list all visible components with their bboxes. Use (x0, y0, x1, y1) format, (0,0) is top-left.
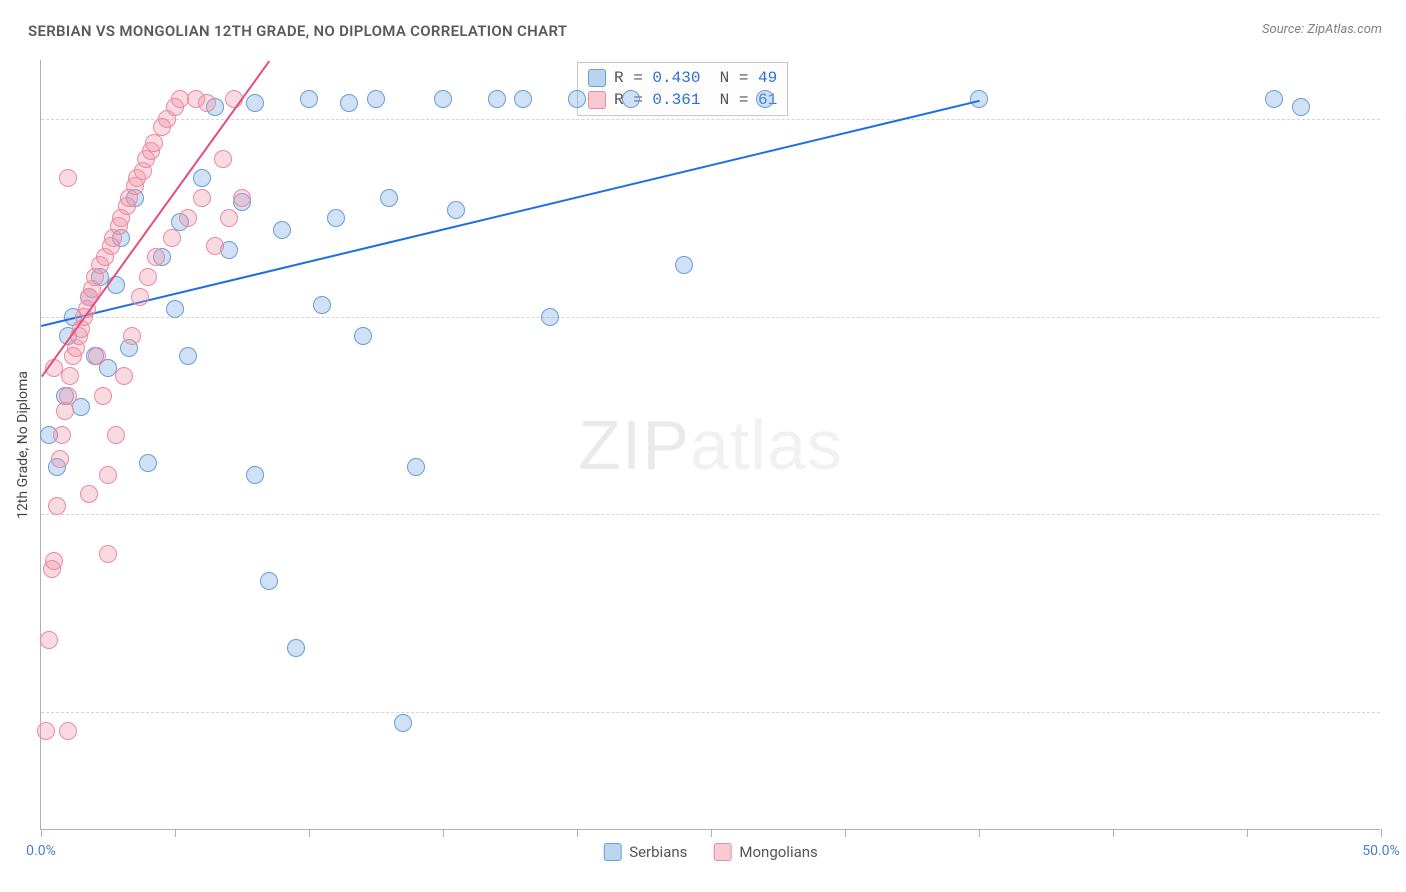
scatter-point (45, 552, 63, 570)
scatter-point (145, 134, 163, 152)
scatter-point (59, 387, 77, 405)
scatter-point (166, 300, 184, 318)
scatter-point (313, 296, 331, 314)
x-tick (41, 829, 42, 837)
scatter-point (179, 347, 197, 365)
scatter-point (88, 347, 106, 365)
scatter-point (53, 426, 71, 444)
x-tick (577, 829, 578, 837)
scatter-point (59, 169, 77, 187)
legend-item-mongolians: Mongolians (713, 843, 817, 861)
swatch-blue-icon (588, 69, 606, 87)
scatter-point (51, 450, 69, 468)
scatter-plot-area: 12th Grade, No Diploma ZIPatlas R = 0.43… (40, 60, 1380, 830)
scatter-point (107, 426, 125, 444)
scatter-point (139, 268, 157, 286)
gridline (41, 317, 1380, 318)
scatter-point (327, 209, 345, 227)
scatter-point (394, 714, 412, 732)
gridline (41, 514, 1380, 515)
scatter-point (94, 387, 112, 405)
source-attribution: Source: ZipAtlas.com (1262, 22, 1382, 37)
x-tick (1113, 829, 1114, 837)
scatter-point (246, 94, 264, 112)
scatter-point (407, 458, 425, 476)
x-tick (711, 829, 712, 837)
scatter-point (354, 327, 372, 345)
scatter-point (300, 90, 318, 108)
scatter-point (80, 485, 98, 503)
scatter-point (246, 466, 264, 484)
scatter-point (340, 94, 358, 112)
swatch-pink-icon (713, 843, 731, 861)
scatter-point (273, 221, 291, 239)
x-tick-label: 50.0% (1362, 843, 1400, 859)
x-tick (175, 829, 176, 837)
scatter-point (99, 545, 117, 563)
swatch-pink-icon (588, 91, 606, 109)
scatter-point (541, 308, 559, 326)
y-axis-label: 12th Grade, No Diploma (15, 371, 31, 519)
x-tick (1381, 829, 1382, 837)
scatter-point (198, 94, 216, 112)
x-tick-label: 0.0% (26, 843, 56, 859)
scatter-point (37, 722, 55, 740)
scatter-point (56, 402, 74, 420)
gridline (41, 712, 1380, 713)
scatter-point (59, 722, 77, 740)
x-tick (979, 829, 980, 837)
scatter-point (1265, 90, 1283, 108)
scatter-point (447, 201, 465, 219)
x-tick (443, 829, 444, 837)
scatter-point (48, 497, 66, 515)
scatter-point (139, 454, 157, 472)
series-legend: Serbians Mongolians (603, 843, 818, 861)
scatter-point (233, 189, 251, 207)
legend-label-serbians: Serbians (629, 843, 687, 861)
x-tick (845, 829, 846, 837)
y-tick-label: 100.0% (1390, 111, 1406, 127)
scatter-point (260, 572, 278, 590)
scatter-point (1292, 98, 1310, 116)
y-tick-label: 90.0% (1390, 506, 1406, 522)
scatter-point (147, 248, 165, 266)
legend-row-mongolians: R = 0.361 N = 61 (588, 89, 777, 111)
legend-row-serbians: R = 0.430 N = 49 (588, 67, 777, 89)
scatter-point (179, 209, 197, 227)
scatter-point (115, 367, 133, 385)
scatter-point (193, 189, 211, 207)
scatter-point (756, 90, 774, 108)
scatter-point (380, 189, 398, 207)
scatter-point (568, 90, 586, 108)
scatter-point (675, 256, 693, 274)
watermark: ZIPatlas (578, 405, 843, 485)
scatter-point (622, 90, 640, 108)
scatter-point (206, 237, 224, 255)
correlation-legend: R = 0.430 N = 49 R = 0.361 N = 61 (577, 62, 788, 116)
scatter-point (514, 90, 532, 108)
scatter-point (61, 367, 79, 385)
swatch-blue-icon (603, 843, 621, 861)
scatter-point (99, 466, 117, 484)
x-tick (309, 829, 310, 837)
y-tick-label: 85.0% (1390, 704, 1406, 720)
scatter-point (488, 90, 506, 108)
scatter-point (40, 631, 58, 649)
y-tick-label: 95.0% (1390, 309, 1406, 325)
scatter-point (434, 90, 452, 108)
legend-label-mongolians: Mongolians (739, 843, 817, 861)
scatter-point (193, 169, 211, 187)
gridline (41, 119, 1380, 120)
scatter-point (367, 90, 385, 108)
scatter-point (287, 639, 305, 657)
scatter-point (220, 209, 238, 227)
scatter-point (131, 288, 149, 306)
chart-title: SERBIAN VS MONGOLIAN 12TH GRADE, NO DIPL… (28, 22, 567, 40)
scatter-point (163, 229, 181, 247)
legend-item-serbians: Serbians (603, 843, 687, 861)
scatter-point (123, 327, 141, 345)
x-tick (1247, 829, 1248, 837)
scatter-point (214, 150, 232, 168)
